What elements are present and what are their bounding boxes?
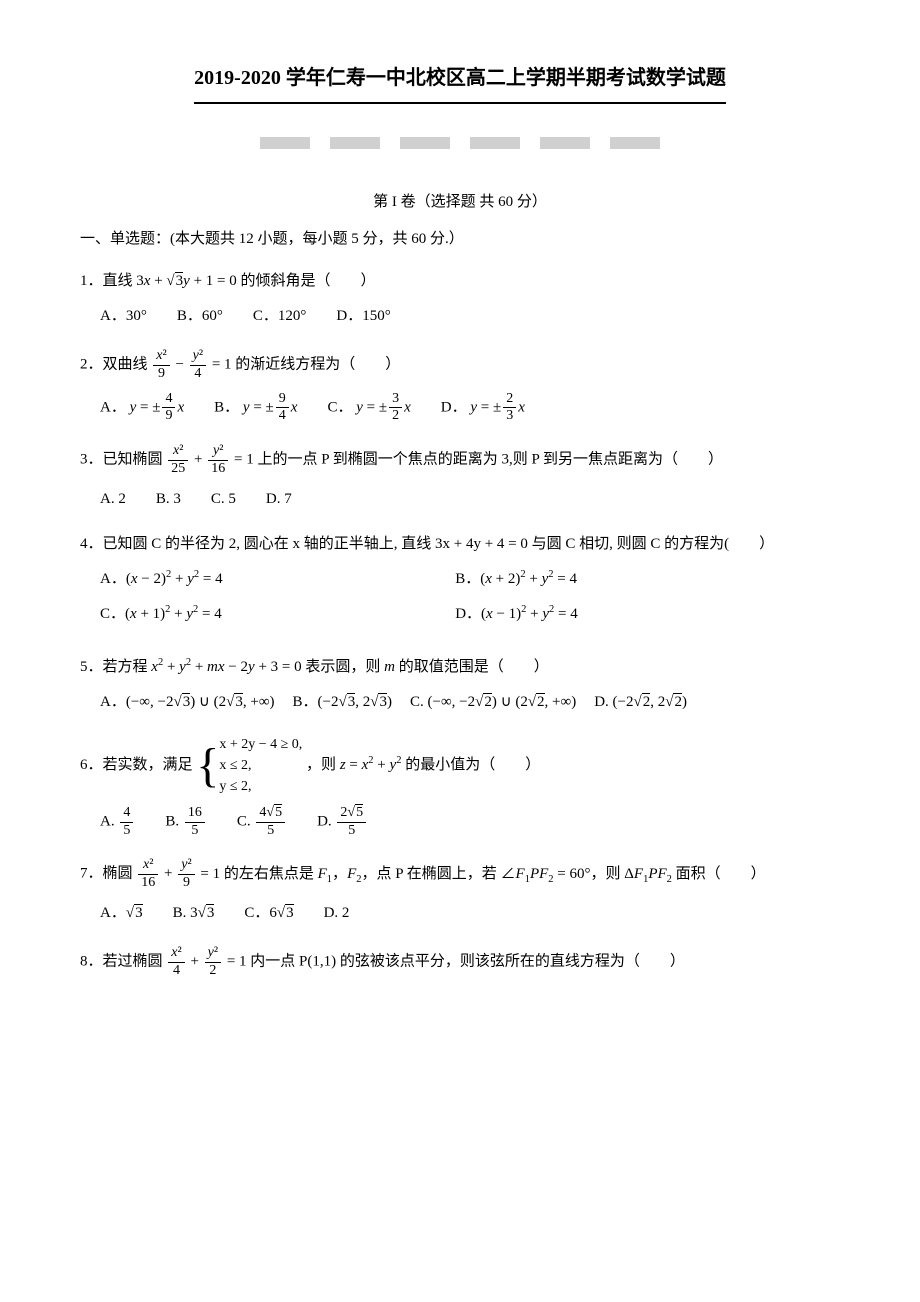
q1-equation: 3x + √3y + 1 = 0 (136, 272, 240, 289)
q1-opt-c: C．120° (253, 303, 307, 330)
q6-prefix: 6．若实数，满足 (80, 757, 193, 773)
q1-opt-d: D．150° (336, 303, 390, 330)
q6-opt-d: D. 2√55 (317, 805, 368, 840)
q5-opt-d: D. (−2√2, 2√2) (594, 689, 687, 716)
q7-mid: = 1 的左右焦点是 F1，F2，点 P 在椭圆上，若 ∠F1PF2 = 60°… (200, 866, 765, 882)
q2-opt-d: D． y = ±23x (441, 391, 525, 426)
q3-opt-b: B. 3 (156, 486, 181, 513)
q8-prefix: 8．若过椭圆 (80, 954, 163, 970)
decoration-bars (80, 132, 840, 159)
q2-opt-b: B． y = ±94x (214, 391, 297, 426)
q6-opt-b: B. 165 (165, 805, 207, 840)
q7-opt-d: D. 2 (324, 900, 350, 927)
q7-prefix: 7．椭圆 (80, 866, 133, 882)
q2-opt-c: C． y = ±32x (327, 391, 410, 426)
question-4: 4．已知圆 C 的半径为 2, 圆心在 x 轴的正半轴上, 直线 3x + 4y… (80, 531, 840, 636)
q2-prefix: 2．双曲线 (80, 357, 148, 373)
q7-opt-b: B. 3√3 (173, 900, 215, 927)
q3-opt-d: D. 7 (266, 486, 292, 513)
question-6: 6．若实数，满足 { x + 2y − 4 ≥ 0, x ≤ 2, y ≤ 2,… (80, 734, 840, 840)
q5-text: 5．若方程 x2 + y2 + mx − 2y + 3 = 0 表示圆，则 m … (80, 654, 840, 681)
q6-sys1: x + 2y − 4 ≥ 0, (219, 734, 302, 755)
question-7: 7．椭圆 x²16 + y²9 = 1 的左右焦点是 F1，F2，点 P 在椭圆… (80, 857, 840, 927)
q2-opt-a: A． y = ±49x (100, 391, 184, 426)
q4-text: 4．已知圆 C 的半径为 2, 圆心在 x 轴的正半轴上, 直线 3x + 4y… (80, 531, 840, 558)
q3-opt-a: A. 2 (100, 486, 126, 513)
question-1: 1．直线 3x + √3y + 1 = 0 的倾斜角是（ ） A．30° B．6… (80, 268, 840, 330)
q5-opt-c: C. (−∞, −2√2) ∪ (2√2, +∞) (410, 689, 576, 716)
q4-opt-b: B．(x + 2)2 + y2 = 4 (455, 566, 810, 593)
q4-opt-c: C．(x + 1)2 + y2 = 4 (100, 601, 455, 628)
q6-opt-c: C. 4√55 (237, 805, 287, 840)
q6-suffix: ，则 z = x2 + y2 的最小值为（ ） (306, 757, 540, 773)
q7-opt-c: C．6√3 (244, 900, 293, 927)
q6-opt-a: A. 45 (100, 805, 135, 840)
q4-opt-d: D．(x − 1)2 + y2 = 4 (455, 601, 810, 628)
q1-opt-b: B．60° (177, 303, 223, 330)
q1-opt-a: A．30° (100, 303, 147, 330)
q2-suffix: = 1 的渐近线方程为（ ） (212, 357, 400, 373)
q6-sys3: y ≤ 2, (219, 776, 302, 797)
q3-prefix: 3．已知椭圆 (80, 452, 163, 468)
q3-suffix: = 1 上的一点 P 到椭圆一个焦点的距离为 3,则 P 到另一焦点距离为（ ） (234, 452, 723, 468)
q6-sys2: x ≤ 2, (219, 755, 302, 776)
question-5: 5．若方程 x2 + y2 + mx − 2y + 3 = 0 表示圆，则 m … (80, 654, 840, 716)
q7-opt-a: A．√3 (100, 900, 143, 927)
q1-suffix: 的倾斜角是（ ） (240, 273, 375, 289)
section-1-header: 第 I 卷（选择题 共 60 分） (80, 189, 840, 216)
q4-opt-a: A．(x − 2)2 + y2 = 4 (100, 566, 455, 593)
q3-opt-c: C. 5 (211, 486, 236, 513)
q8-suffix: = 1 内一点 P(1,1) 的弦被该点平分，则该弦所在的直线方程为（ ） (227, 954, 685, 970)
subsection-1-intro: 一、单选题：(本大题共 12 小题，每小题 5 分，共 60 分.） (80, 226, 840, 253)
question-3: 3．已知椭圆 x²25 + y²16 = 1 上的一点 P 到椭圆一个焦点的距离… (80, 443, 840, 513)
question-2: 2．双曲线 x²9 − y²4 = 1 的渐近线方程为（ ） A． y = ±4… (80, 348, 840, 425)
exam-title: 2019-2020 学年仁寿一中北校区高二上学期半期考试数学试题 (194, 60, 726, 104)
q5-opt-b: B．(−2√3, 2√3) (293, 689, 392, 716)
q5-opt-a: A．(−∞, −2√3) ∪ (2√3, +∞) (100, 689, 275, 716)
question-8: 8．若过椭圆 x²4 + y²2 = 1 内一点 P(1,1) 的弦被该点平分，… (80, 945, 840, 980)
q1-prefix: 1．直线 (80, 273, 133, 289)
